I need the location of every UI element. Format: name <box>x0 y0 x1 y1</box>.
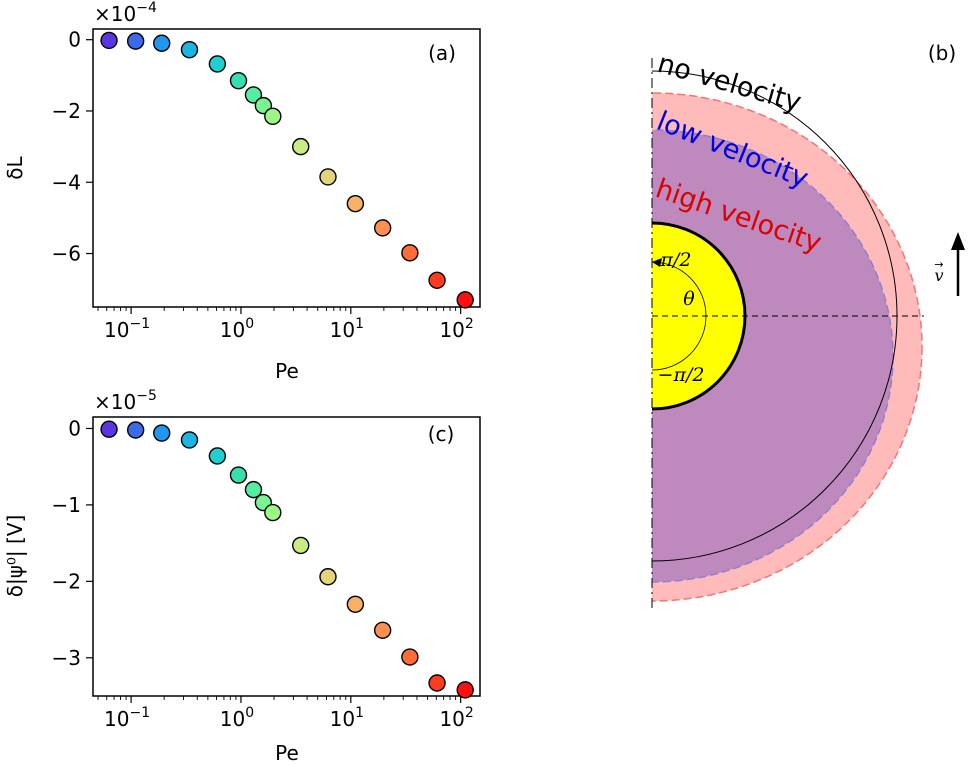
panel-c-data-point <box>126 421 145 439</box>
panel-c-ylabel: δ|ψ⁰| [V] <box>3 515 27 598</box>
panel-c-label: (c) <box>428 422 455 446</box>
panel-a-xlabel: Pe <box>275 359 299 383</box>
angle-top-label: π/2 <box>660 249 692 271</box>
panel-c-x-tick-label: 100 <box>220 705 254 731</box>
panel-c-y-tick-label: −1 <box>52 493 81 517</box>
panel-c-data-point <box>264 503 282 522</box>
panel-c-data-point <box>456 681 474 699</box>
panel-c-multiplier: ×10−5 <box>94 388 157 414</box>
panel-c-data-point <box>346 595 365 613</box>
panel-a: 10−1 100 101 102 0 −2 −4 −6 (a) ×10−4 Pe δL <box>3 0 481 383</box>
panel-a-y-tick-label: −4 <box>52 170 81 194</box>
velocity-arrow-head <box>951 232 965 250</box>
panel-c-xlabel: Pe <box>275 741 299 765</box>
panel-a-data-point <box>264 107 282 126</box>
panel-c-data-point <box>229 466 248 484</box>
panel-c-y-tick-label: −2 <box>52 569 81 593</box>
panel-a-y-tick-label: −2 <box>52 99 81 123</box>
panel-a-data-point <box>153 34 171 52</box>
panel-b-label: (b) <box>928 41 956 65</box>
panel-a-data-point <box>292 137 310 156</box>
angle-bottom-label: −π/2 <box>658 364 705 386</box>
panel-c-x-tick-label: 101 <box>330 705 364 731</box>
panel-c-x-tick-label: 102 <box>439 705 473 731</box>
low-high-overlap <box>652 130 893 582</box>
panel-a-ylabel: δL <box>3 155 27 179</box>
panel-a-data-point <box>319 168 337 186</box>
panel-a-data-point <box>229 71 248 90</box>
panel-c-data-point <box>153 424 171 442</box>
panel-c-data-point <box>428 674 446 692</box>
panel-a-data-point <box>373 219 392 237</box>
velocity-vector-hat: → <box>934 258 943 271</box>
panel-c-data-point <box>319 568 337 586</box>
panel-c-data-point <box>373 621 392 639</box>
panel-a-data-point <box>100 31 118 50</box>
panel-c-data-point <box>244 480 263 499</box>
panel-a-x-tick-label: 101 <box>330 316 364 342</box>
panel-a-multiplier: ×10−4 <box>94 0 157 26</box>
panel-a-frame <box>92 28 481 308</box>
panel-c-data-point <box>208 447 227 465</box>
panel-a-data-point <box>126 32 145 50</box>
panel-a-data-point <box>346 194 365 213</box>
panel-c-data-point <box>180 431 199 449</box>
panel-c-y-tick-label: 0 <box>68 416 81 440</box>
panel-a-y-tick-label: 0 <box>68 28 81 52</box>
panel-a-label: (a) <box>428 41 456 65</box>
panel-c-data-point <box>401 648 419 666</box>
panel-a-data-point <box>180 40 199 59</box>
panel-a-data-point <box>244 86 263 104</box>
panel-a-data-point <box>456 291 474 309</box>
panel-c: 10−1 100 101 102 0 −1 −2 −3 (c) ×10−5 Pe δ|ψ⁰| … <box>3 388 481 765</box>
panel-c-frame <box>92 416 481 697</box>
panel-a-x-tick-label: 100 <box>220 316 254 342</box>
panel-c-y-tick-label: −3 <box>52 646 81 670</box>
theta-arrow-head <box>652 258 662 267</box>
velocity-label: v <box>934 266 943 285</box>
panel-c-x-tick-label: 10−1 <box>104 705 150 731</box>
theta-label: θ <box>683 288 695 310</box>
panel-a-x-tick-label: 102 <box>439 316 473 342</box>
panel-c-data-point <box>100 420 118 438</box>
panel-a-y-tick-label: −6 <box>52 242 81 266</box>
panel-b: no velocity low velocity high velocity (… <box>651 41 965 612</box>
panel-c-data-point <box>292 536 310 555</box>
panel-a-x-tick-label: 10−1 <box>104 316 150 342</box>
panel-a-data-point <box>401 244 419 262</box>
panel-a-data-point <box>208 55 227 73</box>
panel-a-data-point <box>428 271 446 289</box>
